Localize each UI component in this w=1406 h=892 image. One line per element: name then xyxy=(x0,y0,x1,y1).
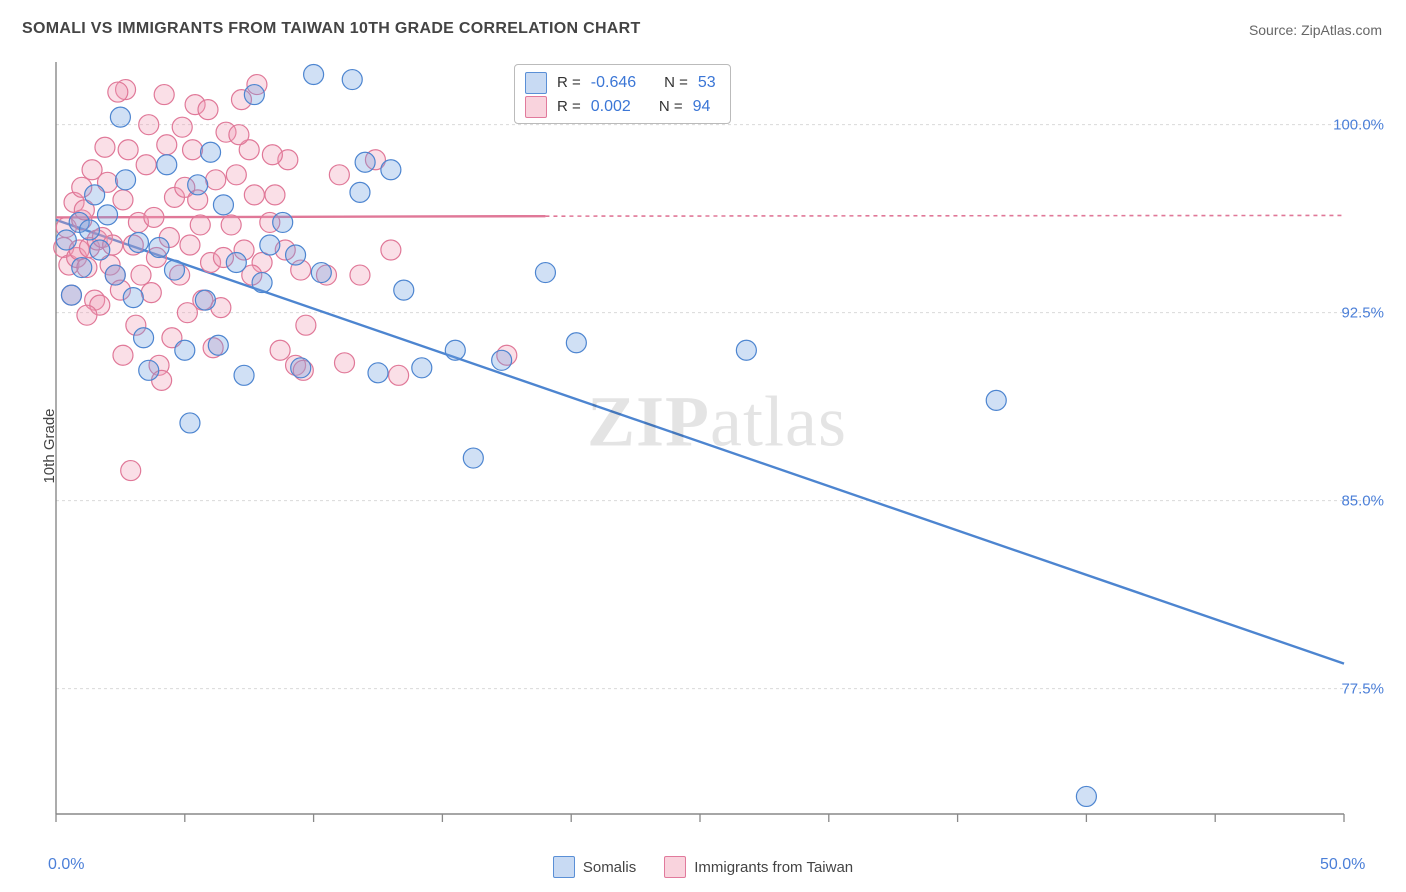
stat-r-value: -0.646 xyxy=(591,71,636,95)
chart-svg xyxy=(52,58,1382,850)
chart-title: SOMALI VS IMMIGRANTS FROM TAIWAN 10TH GR… xyxy=(22,20,641,38)
stats-row: R = -0.646 N = 53 xyxy=(525,71,716,95)
stat-n-label: N = xyxy=(664,71,688,95)
stats-legend-box: R =-0.646N =53R = 0.002N =94 xyxy=(514,64,731,124)
stat-n-value: 94 xyxy=(693,95,711,119)
legend-item: Somalis xyxy=(553,856,636,878)
stat-n-value: 53 xyxy=(698,71,716,95)
bottom-legend: Somalis Immigrants from Taiwan xyxy=(0,856,1406,878)
chart-container: SOMALI VS IMMIGRANTS FROM TAIWAN 10TH GR… xyxy=(0,0,1406,892)
legend-label: Immigrants from Taiwan xyxy=(694,859,853,876)
source-link[interactable]: ZipAtlas.com xyxy=(1301,22,1382,38)
source-prefix: Source: xyxy=(1249,22,1301,38)
legend-item: Immigrants from Taiwan xyxy=(664,856,853,878)
stat-r-label: R = xyxy=(557,95,581,119)
plot-area: ZIPatlas R =-0.646N =53R = 0.002N =94 77… xyxy=(52,58,1382,850)
legend-label: Somalis xyxy=(583,859,636,876)
stats-row: R = 0.002 N = 94 xyxy=(525,95,716,119)
stat-r-value: 0.002 xyxy=(591,95,631,119)
legend-swatch-icon xyxy=(553,856,575,878)
y-tick-label: 92.5% xyxy=(1341,304,1384,321)
stat-r-label: R = xyxy=(557,71,581,95)
y-tick-label: 100.0% xyxy=(1333,116,1384,133)
stat-n-label: N = xyxy=(659,95,683,119)
stats-swatch-icon xyxy=(525,72,547,94)
legend-swatch-icon xyxy=(664,856,686,878)
y-tick-label: 85.0% xyxy=(1341,492,1384,509)
stats-swatch-icon xyxy=(525,96,547,118)
y-tick-label: 77.5% xyxy=(1341,680,1384,697)
source-credit[interactable]: Source: ZipAtlas.com xyxy=(1249,22,1382,38)
